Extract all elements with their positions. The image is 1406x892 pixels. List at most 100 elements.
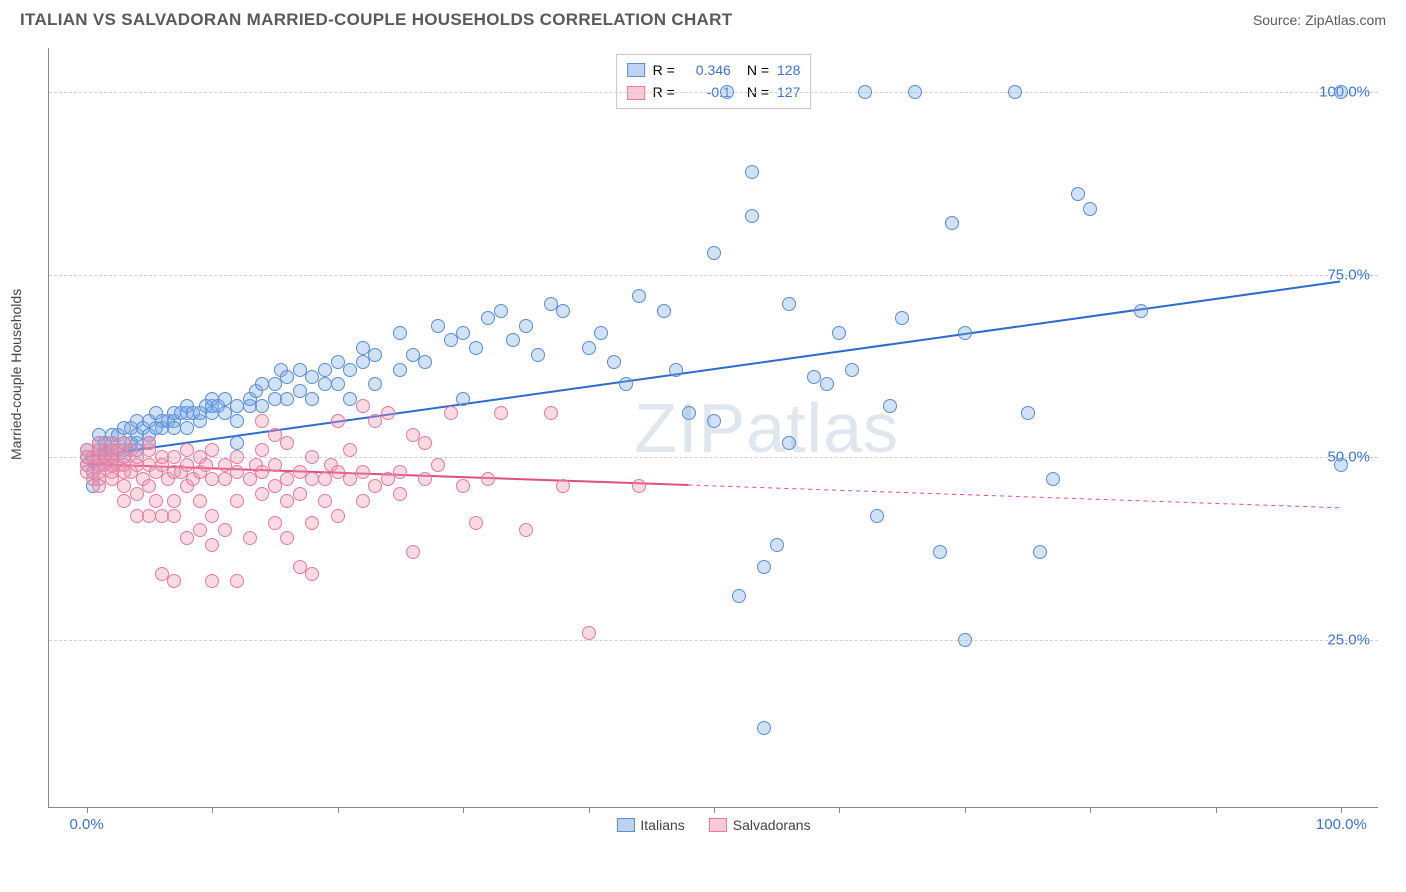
data-point xyxy=(870,509,884,523)
gridline xyxy=(49,92,1378,93)
data-point xyxy=(117,494,131,508)
data-point xyxy=(199,458,213,472)
data-point xyxy=(92,479,106,493)
data-point xyxy=(820,377,834,391)
data-point xyxy=(356,399,370,413)
data-point xyxy=(193,494,207,508)
data-point xyxy=(406,545,420,559)
chart-area: Married-couple Households ZIPatlas R = 0… xyxy=(0,40,1406,840)
data-point xyxy=(393,465,407,479)
legend-item-italians: Italians xyxy=(616,817,684,833)
data-point xyxy=(368,377,382,391)
data-point xyxy=(481,311,495,325)
data-point xyxy=(908,85,922,99)
data-point xyxy=(1083,202,1097,216)
data-point xyxy=(1008,85,1022,99)
data-point xyxy=(1334,85,1348,99)
data-point xyxy=(469,341,483,355)
watermark: ZIPatlas xyxy=(634,388,899,468)
data-point xyxy=(782,297,796,311)
data-point xyxy=(607,355,621,369)
data-point xyxy=(318,494,332,508)
data-point xyxy=(444,406,458,420)
data-point xyxy=(1334,458,1348,472)
data-point xyxy=(506,333,520,347)
swatch-italians xyxy=(627,63,645,77)
data-point xyxy=(167,509,181,523)
data-point xyxy=(356,355,370,369)
data-point xyxy=(255,443,269,457)
data-point xyxy=(494,304,508,318)
correlation-legend: R = 0.346 N = 128 R = -0.1 N = 127 xyxy=(616,54,812,109)
data-point xyxy=(393,363,407,377)
data-point xyxy=(167,574,181,588)
data-point xyxy=(418,472,432,486)
data-point xyxy=(594,326,608,340)
data-point xyxy=(556,304,570,318)
data-point xyxy=(368,479,382,493)
gridline xyxy=(49,640,1378,641)
legend-label: Italians xyxy=(640,817,684,833)
x-tick xyxy=(463,807,464,813)
data-point xyxy=(481,472,495,486)
data-point xyxy=(180,531,194,545)
data-point xyxy=(280,494,294,508)
data-point xyxy=(343,472,357,486)
data-point xyxy=(243,531,257,545)
data-point xyxy=(268,458,282,472)
data-point xyxy=(431,319,445,333)
data-point xyxy=(343,443,357,457)
data-point xyxy=(255,399,269,413)
data-point xyxy=(368,414,382,428)
data-point xyxy=(1071,187,1085,201)
data-point xyxy=(280,436,294,450)
data-point xyxy=(456,392,470,406)
data-point xyxy=(632,479,646,493)
legend-item-salvadorans: Salvadorans xyxy=(709,817,811,833)
data-point xyxy=(531,348,545,362)
x-tick xyxy=(965,807,966,813)
data-point xyxy=(745,165,759,179)
swatch-salvadorans xyxy=(709,818,727,832)
data-point xyxy=(945,216,959,230)
plot-region: ZIPatlas R = 0.346 N = 128 R = -0.1 N = … xyxy=(48,48,1378,808)
data-point xyxy=(193,523,207,537)
data-point xyxy=(142,436,156,450)
x-tick-label: 100.0% xyxy=(1316,816,1367,833)
legend-label: Salvadorans xyxy=(733,817,811,833)
x-tick-label: 0.0% xyxy=(70,816,104,833)
r-label: R = xyxy=(653,59,675,81)
data-point xyxy=(381,406,395,420)
x-tick xyxy=(338,807,339,813)
data-point xyxy=(418,436,432,450)
y-tick-label: 25.0% xyxy=(1327,631,1370,648)
data-point xyxy=(782,436,796,450)
data-point xyxy=(230,574,244,588)
x-tick xyxy=(839,807,840,813)
data-point xyxy=(305,450,319,464)
x-tick xyxy=(1090,807,1091,813)
data-point xyxy=(368,348,382,362)
data-point xyxy=(255,414,269,428)
legend-row-italians: R = 0.346 N = 128 xyxy=(627,59,801,81)
n-label: N = xyxy=(747,59,769,81)
chart-source: Source: ZipAtlas.com xyxy=(1253,12,1386,28)
data-point xyxy=(218,472,232,486)
data-point xyxy=(205,443,219,457)
data-point xyxy=(268,377,282,391)
data-point xyxy=(167,494,181,508)
data-point xyxy=(494,406,508,420)
data-point xyxy=(331,509,345,523)
r-value-italians: 0.346 xyxy=(683,59,731,81)
data-point xyxy=(331,377,345,391)
data-point xyxy=(707,246,721,260)
data-point xyxy=(1134,304,1148,318)
data-point xyxy=(707,414,721,428)
data-point xyxy=(456,326,470,340)
x-tick xyxy=(212,807,213,813)
data-point xyxy=(305,567,319,581)
data-point xyxy=(682,406,696,420)
data-point xyxy=(544,406,558,420)
chart-header: ITALIAN VS SALVADORAN MARRIED-COUPLE HOU… xyxy=(0,0,1406,36)
data-point xyxy=(381,472,395,486)
